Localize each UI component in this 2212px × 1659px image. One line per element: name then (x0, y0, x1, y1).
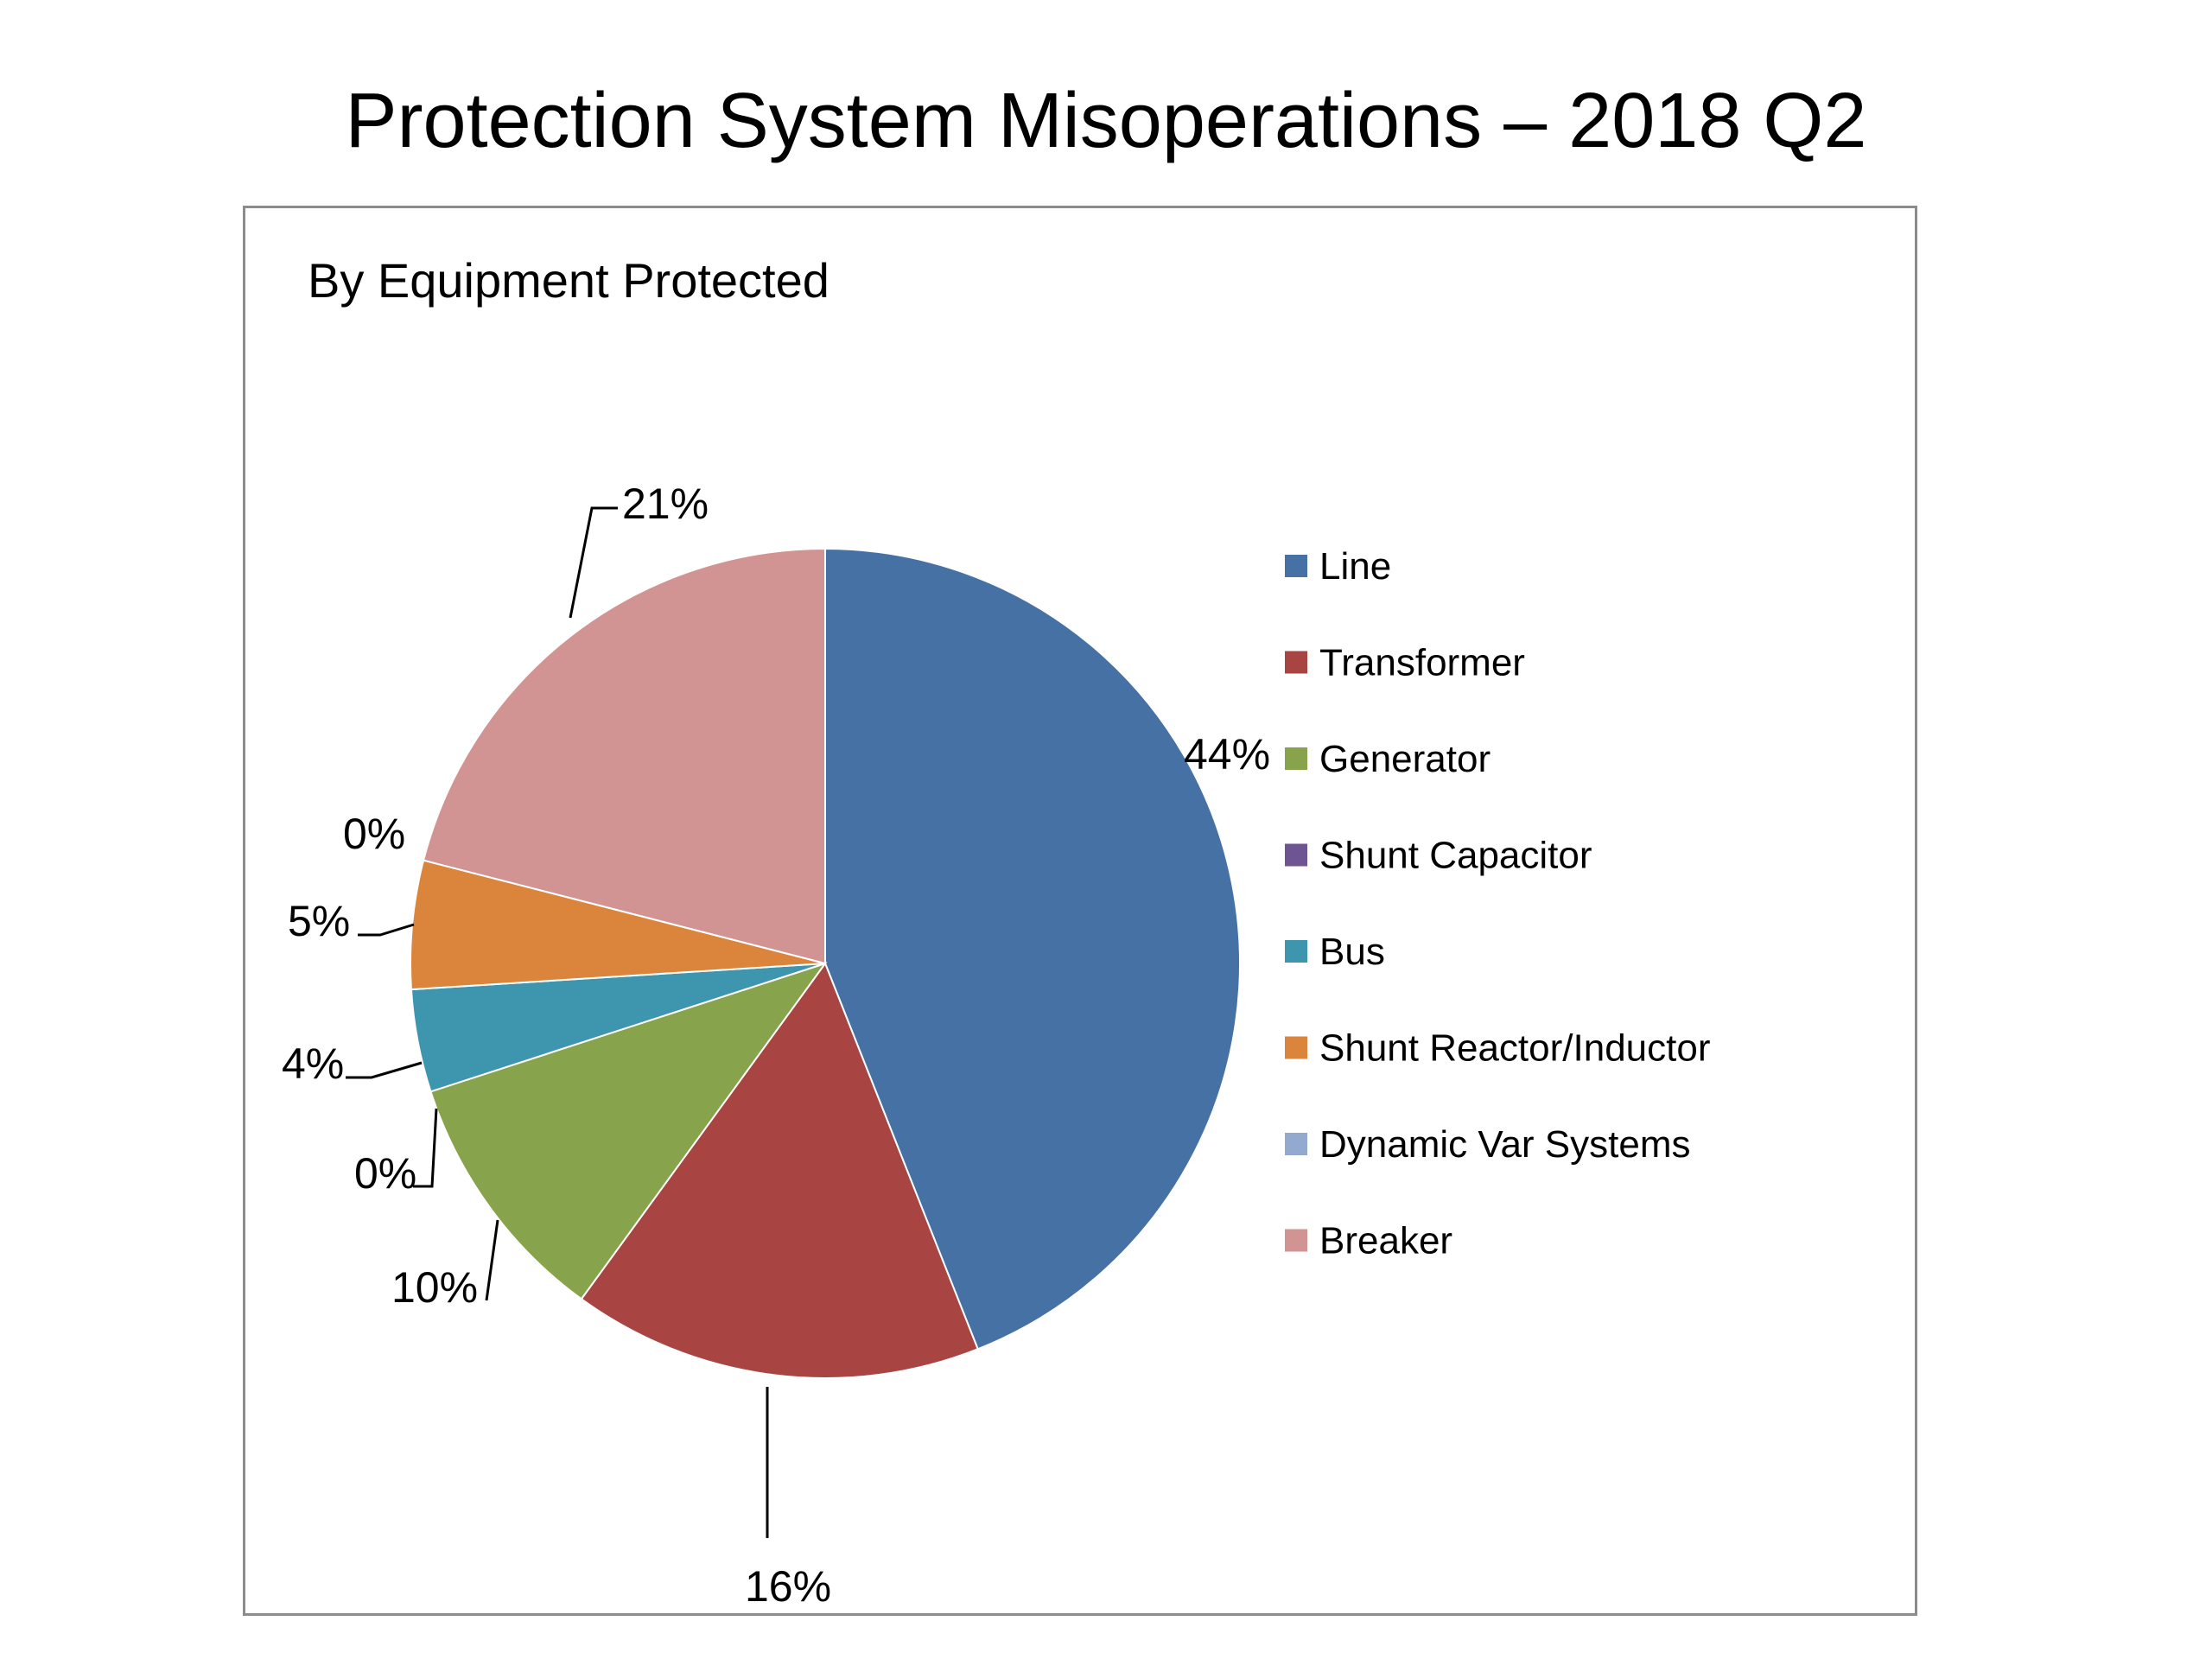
legend-label: Breaker (1319, 1220, 1452, 1262)
legend-swatch (1285, 651, 1307, 674)
data-label-dynamic-var-systems: 0% (343, 810, 405, 858)
legend-item-transformer: Transformer (1285, 642, 1525, 684)
data-label-generator: 10% (391, 1263, 478, 1312)
pie-slice-generator (429, 962, 828, 1300)
legend-swatch (1285, 1036, 1307, 1059)
legend-swatch (1285, 1229, 1307, 1252)
legend-label: Shunt Capacitor (1319, 835, 1592, 877)
legend-item-breaker: Breaker (1285, 1220, 1452, 1262)
leader-lines (346, 506, 769, 1538)
leader-line-shunt-capacitor (413, 1108, 438, 1188)
legend-label: Generator (1319, 738, 1491, 780)
data-label-bus: 4% (282, 1039, 344, 1088)
leader-line-bus (346, 1061, 423, 1079)
pie-slice-breaker (422, 547, 826, 965)
legend-item-line: Line (1285, 545, 1391, 588)
leader-line-generator (485, 1219, 499, 1301)
legend-item-shunt-capacitor: Shunt Capacitor (1285, 835, 1592, 877)
legend-label: Dynamic Var Systems (1319, 1123, 1691, 1166)
leader-line-breaker (569, 506, 618, 619)
legend-swatch (1285, 747, 1307, 770)
legend-swatch (1285, 843, 1307, 867)
legend-item-dynamic-var-systems: Dynamic Var Systems (1285, 1123, 1691, 1166)
legend-label: Transformer (1319, 642, 1525, 684)
data-label-line: 44% (1184, 730, 1270, 779)
pie-slices (410, 547, 1241, 1379)
legend: Line Transformer Generator Shunt Capacitor B… (1285, 545, 1710, 1262)
legend-swatch (1285, 1133, 1307, 1155)
data-label-shunt-capacitor: 0% (354, 1149, 416, 1198)
legend-item-bus: Bus (1285, 931, 1385, 973)
data-label-shunt-reactor-inductor: 5% (288, 897, 350, 945)
legend-label: Bus (1319, 931, 1385, 973)
leader-line-shunt-reactor-inductor (358, 923, 415, 937)
legend-item-shunt-reactor-inductor: Shunt Reactor/Inductor (1285, 1027, 1710, 1070)
pie-slice-transformer (580, 961, 979, 1379)
data-label-breaker: 21% (622, 480, 709, 528)
legend-label: Line (1319, 545, 1391, 588)
chart-title: By Equipment Protected (308, 253, 830, 308)
data-labels: 44% 16% 10% 0% 4% 5% 0% 21% (282, 480, 1270, 1611)
slide-title: Protection System Misoperations – 2018 Q… (345, 78, 1867, 164)
data-label-transformer: 16% (745, 1562, 831, 1611)
pie-slice-line (824, 547, 1241, 1351)
legend-swatch (1285, 940, 1307, 963)
legend-label: Shunt Reactor/Inductor (1319, 1027, 1710, 1070)
legend-swatch (1285, 555, 1307, 577)
legend-item-generator: Generator (1285, 738, 1491, 780)
